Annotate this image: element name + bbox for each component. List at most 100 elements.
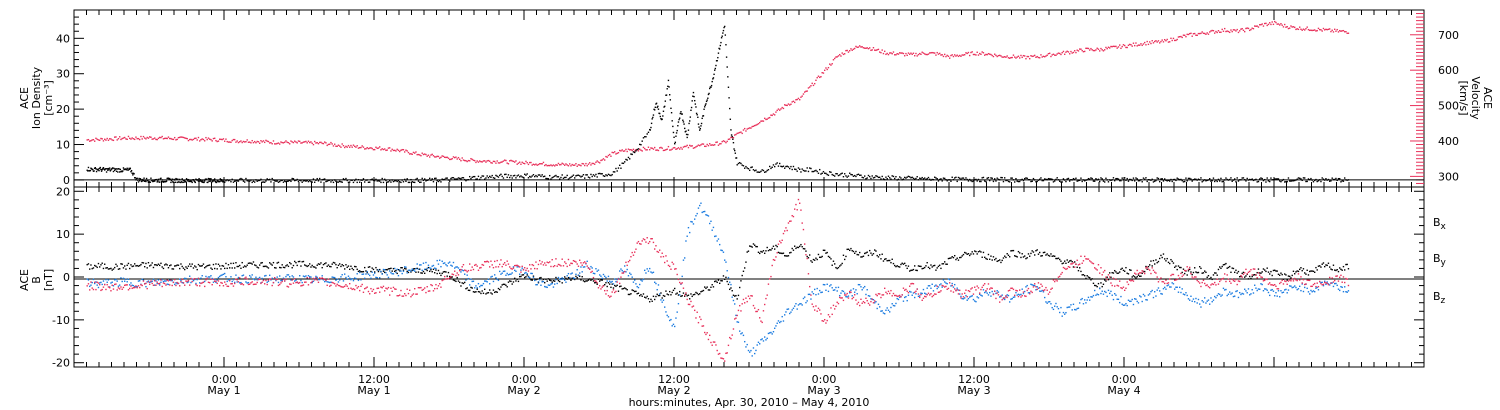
- bx-point: [294, 260, 296, 263]
- by-point: [1314, 290, 1316, 293]
- bx-point: [1252, 274, 1255, 276]
- by-point: [450, 264, 452, 267]
- density-point: [1262, 179, 1265, 182]
- velocity-point: [706, 143, 708, 146]
- bx-point: [915, 269, 917, 271]
- density-point: [656, 106, 658, 109]
- bx-point: [844, 258, 846, 261]
- by-point: [319, 278, 321, 281]
- density-point: [776, 162, 778, 164]
- density-point: [951, 176, 953, 178]
- bx-point: [509, 280, 511, 282]
- velocity-point: [525, 160, 527, 163]
- bx-point: [1030, 252, 1032, 255]
- bx-point: [87, 263, 90, 265]
- density-point: [104, 169, 106, 171]
- density-point: [630, 153, 632, 155]
- bz-point: [232, 285, 235, 287]
- density-point: [759, 171, 761, 173]
- by-point: [1067, 306, 1070, 308]
- bx-point: [464, 281, 466, 284]
- by-point: [287, 274, 290, 276]
- by-point: [1050, 303, 1052, 305]
- by-point: [332, 276, 335, 279]
- density-point: [1216, 180, 1218, 183]
- by-point: [1059, 311, 1061, 314]
- bx-point: [194, 265, 196, 267]
- by-point: [415, 267, 417, 270]
- bx-point: [549, 279, 551, 281]
- density-point: [315, 179, 317, 181]
- bx-point: [97, 262, 100, 265]
- velocity-point: [102, 140, 105, 142]
- velocity-point: [466, 160, 468, 163]
- velocity-point: [371, 147, 373, 150]
- bx-point: [322, 263, 325, 266]
- velocity-point: [542, 161, 545, 164]
- density-point: [331, 179, 333, 182]
- velocity-point: [870, 49, 872, 52]
- bx-point: [741, 274, 743, 277]
- by-point: [664, 306, 666, 308]
- bz-point: [196, 284, 198, 287]
- bz-point: [267, 279, 270, 281]
- bx-point: [637, 292, 640, 294]
- density-point: [285, 180, 287, 183]
- velocity-point: [1300, 28, 1302, 30]
- velocity-point: [514, 161, 516, 163]
- by-point: [289, 276, 291, 278]
- velocity-point: [1247, 27, 1250, 30]
- density-point: [1054, 180, 1056, 182]
- velocity-point: [516, 163, 518, 165]
- bx-point: [290, 263, 292, 265]
- bx-point: [726, 280, 728, 283]
- bx-point: [1160, 254, 1162, 257]
- density-point: [789, 167, 791, 170]
- bx-point: [346, 266, 348, 269]
- bx-point: [616, 284, 618, 287]
- bz-point: [326, 284, 328, 287]
- density-point: [934, 176, 936, 178]
- bx-point: [957, 259, 960, 261]
- velocity-point: [979, 52, 981, 55]
- by-point: [534, 279, 536, 282]
- by-point: [549, 284, 551, 287]
- bx-point: [816, 258, 818, 261]
- by-point: [190, 281, 192, 284]
- density-point: [1180, 178, 1182, 181]
- bx-point: [372, 268, 375, 271]
- bz-point: [135, 285, 137, 287]
- by-point: [1131, 298, 1133, 301]
- density-point: [1017, 180, 1020, 183]
- bx-point: [147, 261, 150, 264]
- bx-point: [851, 249, 853, 252]
- velocity-point: [391, 148, 393, 151]
- x-tick-time: 12:00: [358, 373, 390, 386]
- bx-point: [1269, 273, 1271, 275]
- bx-point: [919, 265, 921, 267]
- velocity-point: [562, 163, 565, 165]
- bx-point: [427, 266, 430, 269]
- bx-point: [785, 255, 787, 257]
- by-point: [932, 290, 935, 292]
- bx-point: [971, 251, 973, 253]
- bx-point: [222, 265, 225, 267]
- by-point: [1301, 283, 1303, 285]
- velocity-point: [217, 140, 220, 142]
- by-point: [186, 281, 188, 284]
- density-point: [852, 175, 855, 177]
- density-point: [657, 105, 659, 108]
- bx-point: [112, 268, 115, 270]
- density-point: [902, 178, 905, 180]
- bx-point: [587, 279, 590, 281]
- bx-point: [460, 285, 462, 287]
- bx-point: [857, 254, 860, 256]
- density-point: [1269, 180, 1271, 183]
- velocity-point: [202, 138, 205, 141]
- density-point: [1259, 178, 1261, 180]
- by-point: [876, 307, 878, 310]
- bx-point: [1132, 275, 1135, 277]
- velocity-point: [552, 164, 555, 166]
- velocity-point: [166, 137, 168, 140]
